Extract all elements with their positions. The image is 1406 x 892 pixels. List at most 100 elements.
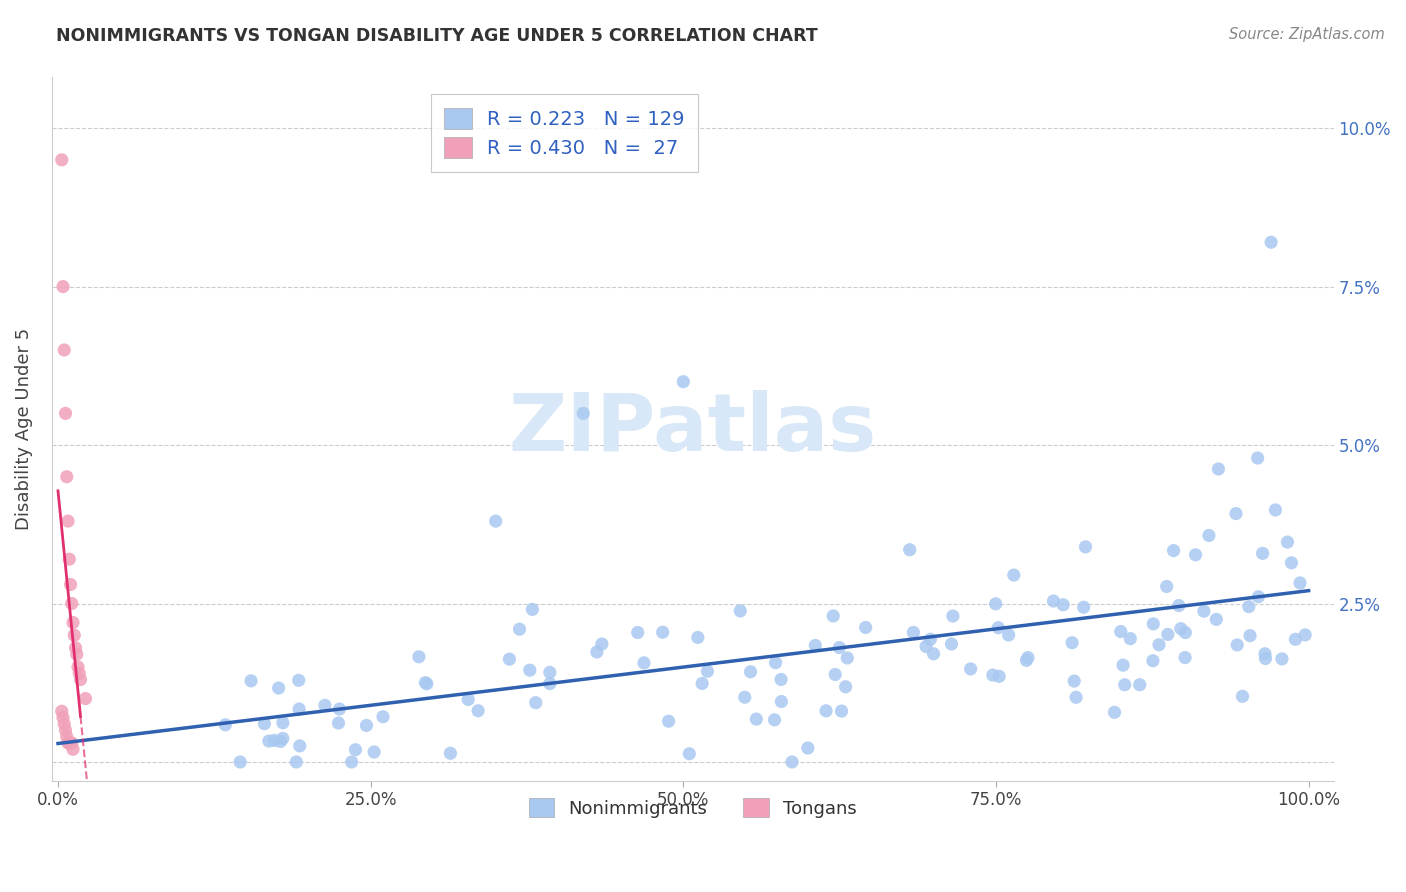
Point bbox=[363, 745, 385, 759]
Point bbox=[1063, 674, 1085, 689]
Point bbox=[1167, 599, 1189, 613]
Point bbox=[257, 734, 280, 748]
Point bbox=[267, 681, 290, 695]
Point bbox=[1109, 624, 1132, 639]
Point bbox=[997, 628, 1019, 642]
Point bbox=[942, 609, 965, 624]
Point bbox=[66, 647, 89, 661]
Point bbox=[60, 597, 83, 611]
Point bbox=[58, 736, 80, 750]
Point bbox=[1247, 590, 1270, 604]
Point bbox=[314, 698, 336, 713]
Point bbox=[416, 677, 439, 691]
Point bbox=[53, 717, 76, 731]
Point bbox=[524, 696, 547, 710]
Point bbox=[1246, 450, 1268, 465]
Point bbox=[55, 723, 77, 738]
Point bbox=[1284, 632, 1306, 647]
Point bbox=[1142, 616, 1164, 631]
Point bbox=[1237, 599, 1260, 614]
Point bbox=[797, 741, 820, 756]
Point bbox=[586, 645, 609, 659]
Point bbox=[253, 716, 276, 731]
Point bbox=[1174, 625, 1197, 640]
Point bbox=[915, 640, 938, 654]
Point bbox=[1264, 503, 1286, 517]
Point bbox=[538, 665, 561, 680]
Point bbox=[823, 609, 845, 624]
Point bbox=[740, 665, 762, 679]
Text: NONIMMIGRANTS VS TONGAN DISABILITY AGE UNDER 5 CORRELATION CHART: NONIMMIGRANTS VS TONGAN DISABILITY AGE U… bbox=[56, 27, 818, 45]
Point bbox=[658, 714, 681, 729]
Point bbox=[269, 734, 291, 748]
Text: ZIPatlas: ZIPatlas bbox=[509, 390, 877, 468]
Point bbox=[69, 673, 91, 687]
Point bbox=[519, 663, 541, 677]
Point bbox=[509, 622, 531, 636]
Point bbox=[690, 676, 713, 690]
Point bbox=[56, 736, 79, 750]
Point bbox=[340, 755, 363, 769]
Point bbox=[1074, 540, 1097, 554]
Point bbox=[770, 673, 793, 687]
Text: Source: ZipAtlas.com: Source: ZipAtlas.com bbox=[1229, 27, 1385, 42]
Point bbox=[898, 542, 921, 557]
Point bbox=[834, 680, 856, 694]
Point bbox=[271, 715, 294, 730]
Point bbox=[780, 755, 803, 769]
Point bbox=[1017, 650, 1039, 665]
Point bbox=[763, 713, 786, 727]
Point bbox=[457, 692, 479, 706]
Point bbox=[941, 637, 963, 651]
Point bbox=[59, 736, 82, 750]
Point bbox=[51, 153, 73, 167]
Point bbox=[1254, 651, 1277, 665]
Point bbox=[1156, 579, 1178, 593]
Point bbox=[1104, 706, 1126, 720]
Point bbox=[920, 632, 942, 647]
Point bbox=[485, 514, 508, 528]
Point bbox=[770, 694, 793, 708]
Point bbox=[815, 704, 838, 718]
Point bbox=[65, 640, 87, 655]
Point bbox=[1205, 612, 1227, 626]
Point bbox=[66, 660, 89, 674]
Point bbox=[1042, 594, 1064, 608]
Point bbox=[572, 406, 595, 420]
Point bbox=[1251, 546, 1274, 560]
Point bbox=[1052, 598, 1074, 612]
Point bbox=[678, 747, 700, 761]
Point bbox=[271, 731, 294, 746]
Point bbox=[287, 673, 309, 688]
Point bbox=[62, 742, 84, 756]
Point bbox=[1002, 568, 1025, 582]
Point bbox=[1281, 556, 1303, 570]
Point bbox=[1254, 647, 1277, 661]
Point bbox=[62, 615, 84, 630]
Point bbox=[1147, 638, 1170, 652]
Point bbox=[55, 406, 77, 420]
Point bbox=[1294, 628, 1316, 642]
Point bbox=[498, 652, 520, 666]
Point bbox=[328, 702, 350, 716]
Point bbox=[1260, 235, 1282, 250]
Point bbox=[728, 604, 751, 618]
Point bbox=[1064, 690, 1087, 705]
Point bbox=[1232, 690, 1254, 704]
Point bbox=[672, 375, 695, 389]
Point bbox=[696, 665, 718, 679]
Point bbox=[52, 279, 75, 293]
Point bbox=[240, 673, 263, 688]
Point bbox=[55, 469, 77, 483]
Point bbox=[765, 656, 787, 670]
Point bbox=[356, 718, 378, 732]
Point bbox=[837, 651, 859, 665]
Point bbox=[1142, 654, 1164, 668]
Point bbox=[987, 621, 1010, 635]
Point bbox=[214, 718, 236, 732]
Point bbox=[1226, 638, 1249, 652]
Point bbox=[63, 628, 86, 642]
Point bbox=[59, 577, 82, 591]
Point bbox=[734, 690, 756, 705]
Point bbox=[981, 668, 1004, 682]
